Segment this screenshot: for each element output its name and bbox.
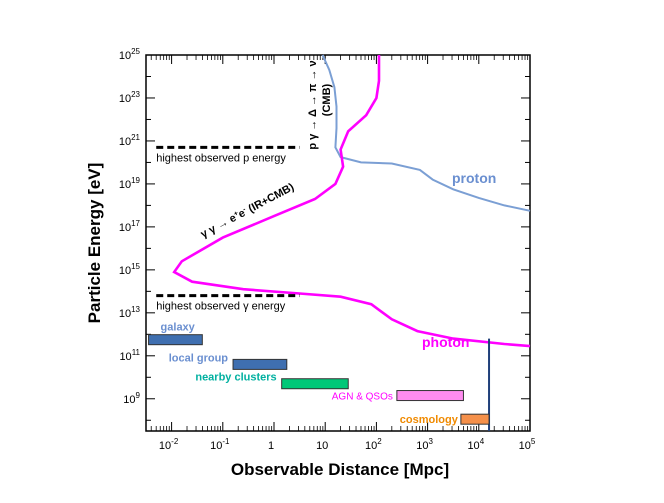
y-tick-exp: 11 [132, 348, 141, 357]
x-tick-exp: 5 [531, 437, 536, 446]
series-line-photon [172, 55, 531, 348]
x-tick-base: 1 [268, 440, 274, 452]
scale-bar [460, 413, 490, 425]
x-tick-exp: 2 [377, 437, 382, 446]
x-tick-label: 103 [416, 437, 433, 452]
x-tick-label: 102 [365, 437, 382, 452]
x-tick-base: 10 [316, 440, 328, 452]
y-tick-exp: 25 [131, 47, 140, 56]
scale-bar [396, 390, 464, 402]
x-tick-base: 10 [467, 440, 479, 452]
y-tick-label: 1013 [119, 305, 141, 320]
y-tick-label: 1023 [119, 90, 141, 105]
scale-bar [148, 334, 203, 346]
photon-reaction-sup: - [242, 206, 248, 214]
x-tick-exp: -2 [171, 437, 179, 446]
x-tick-exp: 3 [428, 437, 433, 446]
scale-bar [281, 378, 349, 390]
proton-reaction-cmb: (CMB) [321, 83, 333, 116]
x-tick-exp: 4 [480, 437, 485, 446]
y-tick-label: 1015 [119, 262, 141, 277]
scale-bar-label: local group [169, 352, 229, 364]
threshold-label: highest observed p energy [156, 152, 286, 164]
photon-reaction-label: γ γ → e+e- (IR+CMB) [199, 181, 297, 241]
y-tick-exp: 9 [136, 391, 141, 400]
x-tick-label: 10-1 [210, 437, 230, 452]
y-tick-base: 10 [119, 179, 131, 191]
scale-bar-label: AGN & QSOs [332, 392, 393, 403]
y-tick-base: 10 [119, 308, 131, 320]
x-tick-labels: 10-2 10-1 1 10 102 103 104 105 [159, 437, 536, 452]
x-tick-base: 10 [159, 440, 171, 452]
series-label-photon: photon [422, 334, 469, 350]
x-tick-label: 10-2 [159, 437, 179, 452]
photon-reaction-sup: + [233, 210, 240, 218]
y-tick-label: 1017 [119, 219, 141, 234]
y-tick-exp: 15 [131, 262, 140, 271]
x-tick-label: 104 [467, 437, 484, 452]
y-tick-exp: 13 [131, 305, 140, 314]
y-axis-title: Particle Energy [eV] [85, 163, 104, 324]
y-tick-base: 10 [123, 394, 135, 406]
x-tick-exp: -1 [222, 437, 230, 446]
series-line-proton [321, 54, 531, 212]
x-axis-title: Observable Distance [Mpc] [231, 460, 449, 479]
photon-reaction-mid: e [236, 207, 247, 220]
scale-bar-label: cosmology [400, 414, 459, 426]
series-label-proton: proton [452, 170, 496, 186]
y-tick-exp: 21 [131, 133, 140, 142]
x-tick-base: 10 [210, 440, 222, 452]
y-tick-base: 10 [119, 93, 131, 105]
y-tick-base: 10 [119, 50, 131, 62]
photon-reaction-prefix: γ γ → e [199, 212, 239, 241]
x-tick-base: 10 [416, 440, 428, 452]
y-tick-label: 1025 [119, 47, 141, 62]
y-tick-base: 10 [119, 222, 131, 234]
threshold-lines: highest observed p energy highest observe… [156, 145, 300, 313]
y-tick-exp: 17 [131, 219, 140, 228]
plot-frame [145, 54, 531, 432]
scale-bars: galaxy local group nearby clusters AGN & QS… [148, 322, 490, 426]
x-tick-label: 10 [316, 440, 328, 452]
y-tick-label: 1019 [119, 176, 141, 191]
y-tick-label: 1011 [119, 348, 140, 363]
proton-reaction-label: p γ → Δ → π → ν [307, 60, 319, 149]
x-tick-base: 10 [365, 440, 377, 452]
y-tick-label: 1021 [119, 133, 141, 148]
tick-marks [146, 54, 531, 431]
x-tick-base: 10 [519, 440, 531, 452]
y-tick-label: 109 [123, 391, 140, 406]
scale-bar [232, 358, 288, 370]
y-tick-base: 10 [119, 265, 131, 277]
threshold-label: highest observed γ energy [156, 301, 286, 313]
y-tick-base: 10 [119, 136, 131, 148]
scale-bar-label: galaxy [161, 322, 196, 334]
y-tick-exp: 19 [131, 176, 140, 185]
x-tick-label: 1 [268, 440, 274, 452]
y-tick-exp: 23 [131, 90, 140, 99]
scale-bar-label: nearby clusters [195, 372, 276, 384]
y-tick-base: 10 [119, 351, 131, 363]
x-tick-label: 105 [519, 437, 536, 452]
